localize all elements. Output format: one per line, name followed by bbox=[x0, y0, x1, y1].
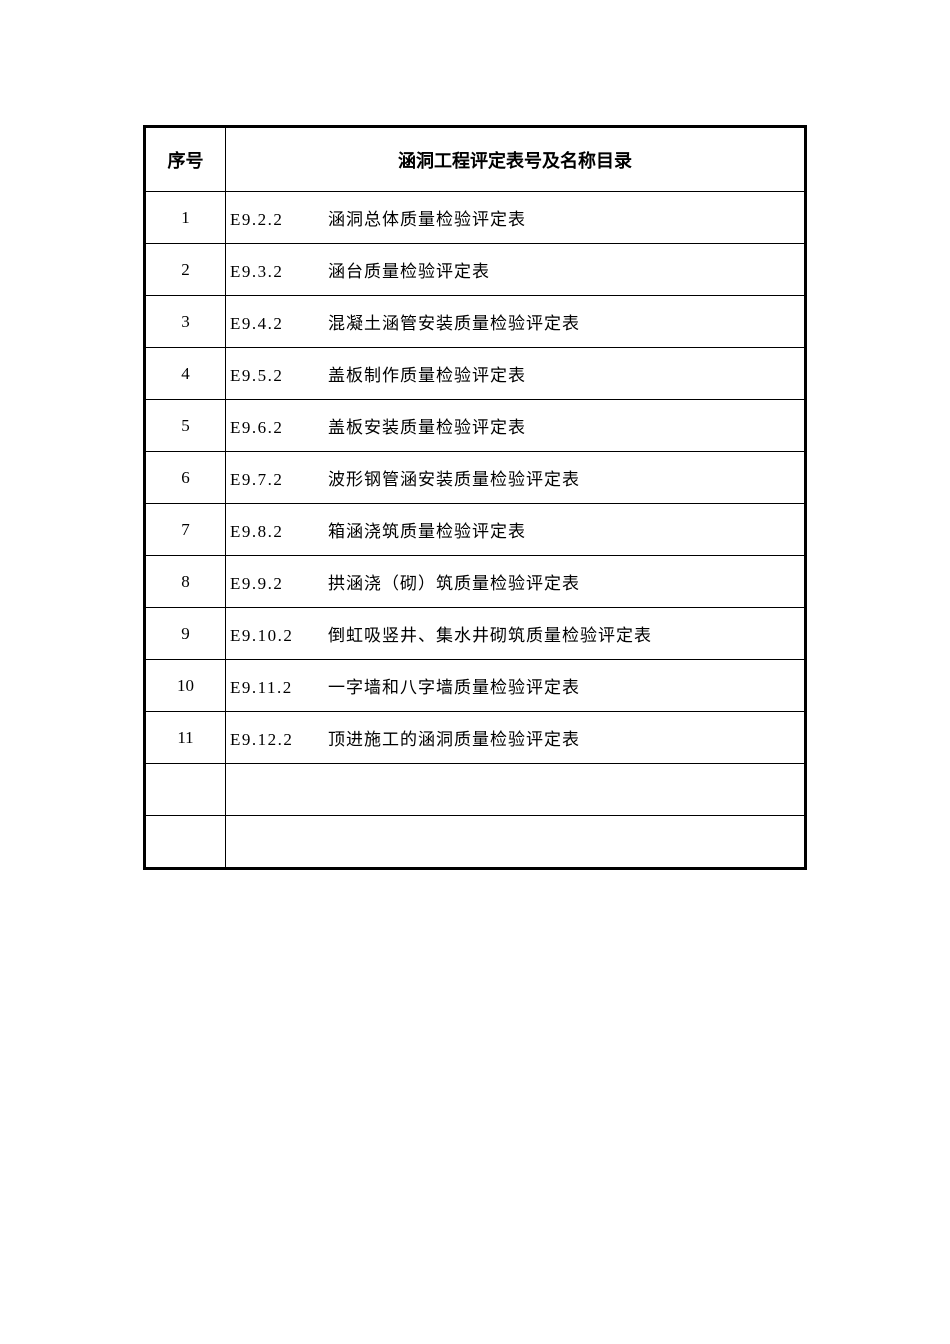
table-row: 4E9.5.2盖板制作质量检验评定表 bbox=[146, 348, 805, 400]
seq-cell: 1 bbox=[146, 192, 226, 244]
content-cell: E9.5.2盖板制作质量检验评定表 bbox=[226, 348, 805, 400]
name-text: 波形钢管涵安装质量检验评定表 bbox=[328, 465, 580, 490]
table-row: 5E9.6.2盖板安装质量检验评定表 bbox=[146, 400, 805, 452]
name-text: 一字墙和八字墙质量检验评定表 bbox=[328, 673, 580, 698]
content-cell: E9.9.2拱涵浇（砌）筑质量检验评定表 bbox=[226, 556, 805, 608]
seq-cell: 8 bbox=[146, 556, 226, 608]
catalog-table: 序号 涵洞工程评定表号及名称目录 1E9.2.2涵洞总体质量检验评定表2E9.3… bbox=[145, 127, 805, 868]
seq-cell: 2 bbox=[146, 244, 226, 296]
content-cell: E9.10.2倒虹吸竖井、集水井砌筑质量检验评定表 bbox=[226, 608, 805, 660]
content-cell-empty bbox=[226, 764, 805, 816]
name-text: 涵洞总体质量检验评定表 bbox=[328, 205, 526, 230]
header-row: 序号 涵洞工程评定表号及名称目录 bbox=[146, 128, 805, 192]
code-text: E9.10.2 bbox=[230, 626, 328, 646]
code-text: E9.8.2 bbox=[230, 522, 328, 542]
table-row: 7E9.8.2箱涵浇筑质量检验评定表 bbox=[146, 504, 805, 556]
table-row: 2E9.3.2涵台质量检验评定表 bbox=[146, 244, 805, 296]
content-cell-empty bbox=[226, 816, 805, 868]
table-row: 3E9.4.2混凝土涵管安装质量检验评定表 bbox=[146, 296, 805, 348]
code-text: E9.6.2 bbox=[230, 418, 328, 438]
name-text: 箱涵浇筑质量检验评定表 bbox=[328, 517, 526, 542]
content-cell: E9.4.2混凝土涵管安装质量检验评定表 bbox=[226, 296, 805, 348]
name-text: 盖板安装质量检验评定表 bbox=[328, 413, 526, 438]
code-text: E9.3.2 bbox=[230, 262, 328, 282]
code-text: E9.2.2 bbox=[230, 210, 328, 230]
table-body: 1E9.2.2涵洞总体质量检验评定表2E9.3.2涵台质量检验评定表3E9.4.… bbox=[146, 192, 805, 868]
content-cell: E9.7.2波形钢管涵安装质量检验评定表 bbox=[226, 452, 805, 504]
table-header: 序号 涵洞工程评定表号及名称目录 bbox=[146, 128, 805, 192]
content-cell: E9.12.2顶进施工的涵洞质量检验评定表 bbox=[226, 712, 805, 764]
seq-cell: 6 bbox=[146, 452, 226, 504]
seq-cell-empty bbox=[146, 816, 226, 868]
seq-cell: 3 bbox=[146, 296, 226, 348]
code-text: E9.11.2 bbox=[230, 678, 328, 698]
header-title: 涵洞工程评定表号及名称目录 bbox=[226, 128, 805, 192]
catalog-table-container: 序号 涵洞工程评定表号及名称目录 1E9.2.2涵洞总体质量检验评定表2E9.3… bbox=[143, 125, 807, 870]
table-row: 1E9.2.2涵洞总体质量检验评定表 bbox=[146, 192, 805, 244]
name-text: 倒虹吸竖井、集水井砌筑质量检验评定表 bbox=[328, 621, 652, 646]
table-row: 8E9.9.2拱涵浇（砌）筑质量检验评定表 bbox=[146, 556, 805, 608]
table-row-empty bbox=[146, 764, 805, 816]
seq-cell-empty bbox=[146, 764, 226, 816]
seq-cell: 11 bbox=[146, 712, 226, 764]
code-text: E9.7.2 bbox=[230, 470, 328, 490]
seq-cell: 10 bbox=[146, 660, 226, 712]
content-cell: E9.8.2箱涵浇筑质量检验评定表 bbox=[226, 504, 805, 556]
name-text: 拱涵浇（砌）筑质量检验评定表 bbox=[328, 569, 580, 594]
content-cell: E9.2.2涵洞总体质量检验评定表 bbox=[226, 192, 805, 244]
table-row: 11E9.12.2顶进施工的涵洞质量检验评定表 bbox=[146, 712, 805, 764]
code-text: E9.9.2 bbox=[230, 574, 328, 594]
header-seq: 序号 bbox=[146, 128, 226, 192]
seq-cell: 7 bbox=[146, 504, 226, 556]
table-row: 9E9.10.2倒虹吸竖井、集水井砌筑质量检验评定表 bbox=[146, 608, 805, 660]
name-text: 混凝土涵管安装质量检验评定表 bbox=[328, 309, 580, 334]
content-cell: E9.3.2涵台质量检验评定表 bbox=[226, 244, 805, 296]
seq-cell: 4 bbox=[146, 348, 226, 400]
name-text: 盖板制作质量检验评定表 bbox=[328, 361, 526, 386]
code-text: E9.4.2 bbox=[230, 314, 328, 334]
table-row: 6E9.7.2波形钢管涵安装质量检验评定表 bbox=[146, 452, 805, 504]
table-row: 10E9.11.2一字墙和八字墙质量检验评定表 bbox=[146, 660, 805, 712]
seq-cell: 9 bbox=[146, 608, 226, 660]
content-cell: E9.6.2盖板安装质量检验评定表 bbox=[226, 400, 805, 452]
code-text: E9.5.2 bbox=[230, 366, 328, 386]
table-row-empty bbox=[146, 816, 805, 868]
seq-cell: 5 bbox=[146, 400, 226, 452]
name-text: 涵台质量检验评定表 bbox=[328, 257, 490, 282]
content-cell: E9.11.2一字墙和八字墙质量检验评定表 bbox=[226, 660, 805, 712]
code-text: E9.12.2 bbox=[230, 730, 328, 750]
name-text: 顶进施工的涵洞质量检验评定表 bbox=[328, 725, 580, 750]
